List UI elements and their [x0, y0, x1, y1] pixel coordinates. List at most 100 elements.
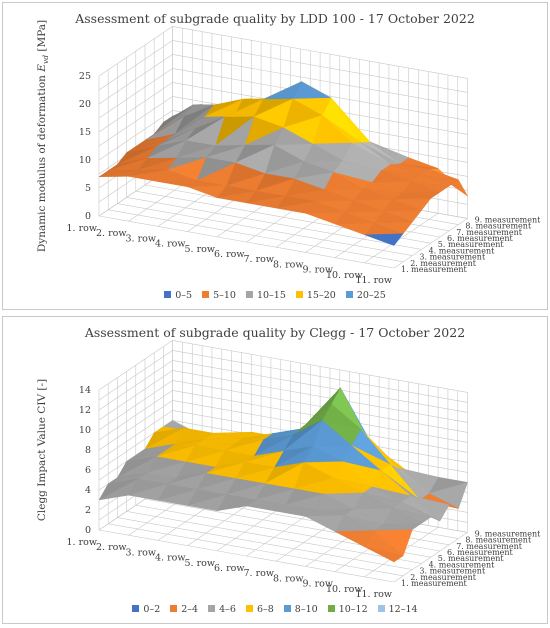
x-tick-label: 4. row: [155, 239, 185, 250]
y-axis-title: Clegg Impact Value CIV [-]: [36, 379, 48, 521]
z-tick-label: 15: [79, 127, 91, 138]
legend-item: 5–10: [202, 290, 236, 301]
legend-item: 0–5: [164, 290, 192, 301]
y-tick-label: 1. measurement: [401, 265, 468, 274]
legend-item: 20–25: [345, 290, 386, 301]
y-tick-label: 9. measurement: [475, 529, 542, 538]
z-tick-label: 6: [85, 465, 91, 476]
y-tick-label: 8. measurement: [465, 536, 532, 545]
x-tick-label: 9. row: [303, 265, 333, 276]
y-tick-label: 3. measurement: [419, 567, 486, 576]
chart-title: Assessment of subgrade quality by Clegg …: [84, 325, 466, 340]
y-tick-label: 7. measurement: [456, 228, 523, 237]
x-tick-label: 5. row: [185, 558, 215, 569]
legend-item: 15–20: [295, 290, 336, 301]
y-tick-label: 3. measurement: [419, 253, 486, 262]
surface-facet: [98, 478, 139, 501]
x-tick-label: 2. row: [96, 542, 126, 553]
x-tick-label: 9. row: [303, 579, 333, 590]
x-tick-label: 7. row: [244, 568, 274, 579]
legend-item: 12–14: [377, 604, 418, 615]
surface-facet: [275, 201, 316, 214]
legend-label: 10–12: [338, 604, 368, 615]
legend-item: 0–2: [132, 604, 160, 615]
x-tick-label: 1. row: [67, 223, 97, 234]
y-tick-label: 6. measurement: [447, 234, 514, 243]
z-tick-label: 20: [79, 99, 91, 110]
z-tick-label: 0: [85, 525, 91, 536]
legend-swatch: [295, 291, 303, 298]
x-tick-label: 1. row: [67, 537, 97, 548]
y-tick-label: 7. measurement: [456, 542, 523, 551]
chart-title: Assessment of subgrade quality by LDD 10…: [75, 11, 475, 26]
y-tick-label: 2. measurement: [410, 259, 477, 268]
legend-swatch: [208, 605, 216, 612]
z-tick-label: 4: [85, 485, 91, 496]
surface-facet: [128, 483, 168, 501]
legend-item: 4–6: [208, 604, 236, 615]
x-tick-label: 8. row: [273, 259, 303, 270]
legend-label: 20–25: [356, 290, 386, 301]
legend-swatch: [377, 605, 385, 612]
legend-label: 5–10: [213, 290, 236, 301]
z-tick-label: 2: [85, 505, 91, 516]
legend-swatch: [170, 605, 178, 612]
x-tick-label: 10. row: [326, 584, 363, 595]
surface-facet: [364, 233, 404, 246]
legend-swatch: [245, 291, 253, 298]
z-tick-label: 10: [79, 425, 91, 436]
y-tick-label: 5. measurement: [438, 554, 505, 563]
surface-facet: [334, 530, 375, 548]
surface-facet: [305, 211, 345, 225]
y-tick-label: 1. measurement: [401, 579, 468, 588]
y-axis-title: Dynamic modulus of deformation Evd [MPa]: [36, 20, 50, 252]
surface-facet: [334, 222, 375, 236]
legend-item: 6–8: [245, 604, 274, 615]
legend-swatch: [245, 605, 253, 612]
x-tick-label: 3. row: [126, 233, 156, 244]
x-tick-label: 6. row: [214, 563, 244, 574]
legend-swatch: [345, 291, 353, 298]
legend-label: 0–2: [143, 604, 161, 615]
legend-item: 10–15: [245, 290, 286, 301]
legend-label: 4–6: [219, 604, 236, 615]
surface-facet: [128, 169, 168, 182]
z-tick-label: 14: [79, 385, 91, 396]
surface-plot: 0 5 10 15 20 25 1. row 2. row 3. row 4. row 5. row…: [36, 20, 542, 286]
y-tick-label: 6. measurement: [447, 548, 514, 557]
x-tick-label: 8. row: [273, 573, 303, 584]
surface-facet: [216, 190, 257, 204]
surface-facet: [98, 170, 138, 177]
x-tick-label: 4. row: [155, 553, 185, 564]
legend-item: 2–4: [170, 604, 198, 615]
legend-swatch: [283, 605, 291, 612]
surface-facet: [246, 195, 286, 209]
chart-panel-clegg: Assessment of subgrade quality by Clegg …: [2, 316, 548, 624]
legend-label: 12–14: [388, 604, 418, 615]
surface: [98, 81, 468, 246]
y-tick-label: 9. measurement: [475, 215, 542, 224]
legend-label: 2–4: [181, 604, 199, 615]
x-tick-label: 10. row: [326, 270, 363, 281]
chart-legend: 0–2 2–4 4–6 6–8 8–10 10–12 12–14: [3, 604, 547, 615]
x-tick-label: 11. row: [355, 275, 392, 286]
z-tick-label: 5: [85, 183, 91, 194]
surface-facet: [364, 546, 404, 563]
x-tick-label: 5. row: [185, 244, 215, 255]
surface-facet: [157, 489, 198, 506]
z-tick-label: 25: [79, 71, 91, 82]
surface-plot: 0 2 4 6 8 10 12 14 1. row 2. row 3. row 4. row 5. ro…: [36, 340, 542, 600]
axis-labels: 0 2 4 6 8 10 12 14 1. row 2. row 3. row 4. row 5. ro…: [67, 385, 542, 600]
legend-label: 0–5: [175, 290, 193, 301]
surface-facet: [305, 515, 345, 532]
y-tick-label: 4. measurement: [429, 246, 496, 255]
legend-swatch: [327, 605, 335, 612]
legend-swatch: [164, 291, 172, 298]
legend-label: 6–8: [256, 604, 274, 615]
legend-item: 10–12: [327, 604, 368, 615]
z-tick-label: 0: [85, 211, 91, 222]
z-tick-label: 10: [79, 155, 91, 166]
x-tick-label: 6. row: [214, 249, 244, 260]
axis-labels: 0 5 10 15 20 25 1. row 2. row 3. row 4. row 5. row…: [67, 71, 542, 286]
legend-item: 8–10: [283, 604, 318, 615]
